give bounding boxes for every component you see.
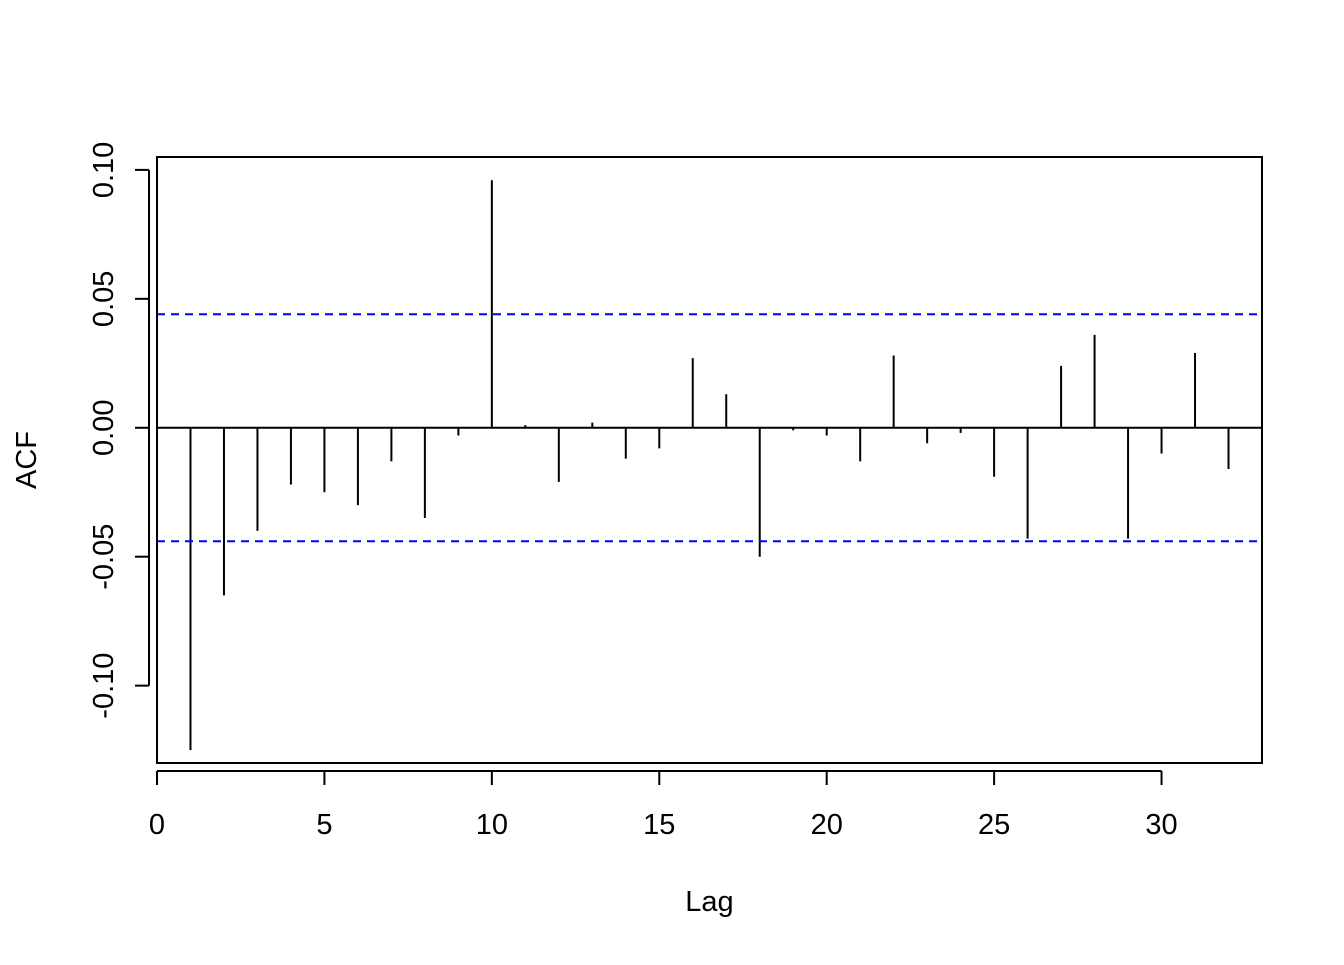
y-axis-title: ACF [11,431,43,489]
reference-lines-layer [157,313,1262,543]
x-tick-label: 25 [978,809,1010,841]
x-tick-label: 20 [811,809,843,841]
y-tick-label: 0.10 [88,142,120,198]
y-tick-label: -0.10 [88,653,120,719]
x-tick-label: 10 [476,809,508,841]
x-tick-label: 5 [316,809,332,841]
x-axis: 0 5 10 15 20 25 30 [149,770,1178,841]
x-tick-label: 15 [643,809,675,841]
y-tick-label: 0.00 [88,400,120,456]
y-axis: -0.10 -0.05 0.00 0.05 0.10 [88,142,150,719]
plot-frame [156,156,1263,764]
x-tick-label: 30 [1145,809,1177,841]
y-tick-label: -0.05 [88,524,120,590]
x-tick-label: 0 [149,809,165,841]
bars-layer [189,180,1230,751]
x-axis-title: Lag [685,886,733,918]
y-tick-label: 0.05 [88,271,120,327]
